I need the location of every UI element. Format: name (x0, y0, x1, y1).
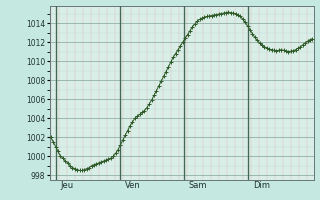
Text: Ven: Ven (124, 181, 140, 190)
Text: Sam: Sam (189, 181, 207, 190)
Text: Jeu: Jeu (60, 181, 74, 190)
Text: Dim: Dim (253, 181, 270, 190)
